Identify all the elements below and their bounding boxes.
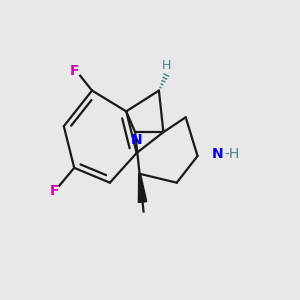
Text: H: H [162, 59, 171, 72]
Polygon shape [138, 174, 147, 202]
Text: N: N [212, 148, 224, 161]
Text: F: F [50, 184, 60, 198]
Text: F: F [70, 64, 80, 78]
Text: N: N [131, 133, 142, 147]
Text: -H: -H [224, 148, 240, 161]
